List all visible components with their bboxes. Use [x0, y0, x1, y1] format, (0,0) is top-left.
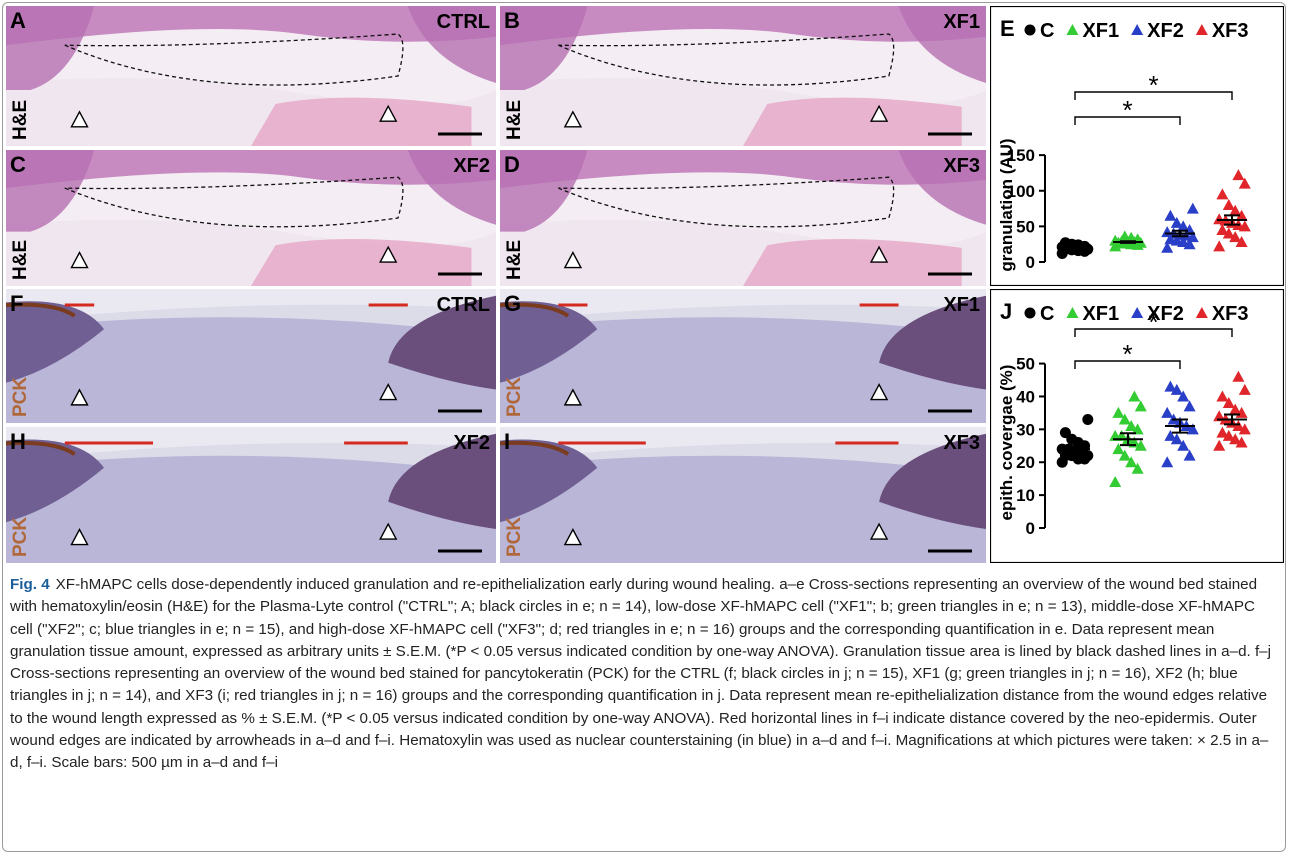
legend-label: C: [1040, 303, 1054, 325]
significance-star: *: [1148, 70, 1158, 100]
legend-label: XF3: [1212, 303, 1249, 325]
micrograph-panel: H XF2 PCK: [6, 427, 496, 563]
caption: Fig. 4XF-hMAPC cells dose-dependently in…: [10, 574, 1278, 775]
muscle: [743, 239, 962, 286]
y-tick-label: 0: [1026, 253, 1035, 272]
stain-label: PCK: [504, 377, 525, 417]
group-label: CTRL: [437, 11, 490, 33]
group-label: XF1: [943, 294, 980, 316]
panel-letter: J: [1000, 299, 1012, 324]
panel-letter: F: [10, 291, 23, 316]
panel-letter: H: [10, 429, 26, 454]
micrograph-panel: B XF1 H&E: [500, 6, 986, 146]
y-tick-label: 10: [1016, 486, 1035, 505]
panel-letter: B: [504, 8, 520, 33]
stain-label: PCK: [10, 517, 31, 557]
panel-letter: A: [10, 8, 26, 33]
sem-error-bar: [1120, 241, 1136, 243]
legend-label: XF1: [1082, 303, 1119, 325]
stain-label: H&E: [504, 240, 525, 280]
panel-letter: E: [1000, 16, 1015, 41]
y-tick-label: 50: [1016, 217, 1035, 236]
stain-label: PCK: [504, 517, 525, 557]
legend-label: XF2: [1147, 20, 1184, 42]
y-axis-label: granulation (AU): [997, 138, 1016, 271]
micrograph-panel: C XF2 H&E: [6, 150, 496, 286]
legend-label: XF1: [1082, 20, 1119, 42]
panel-letter: I: [504, 429, 510, 454]
legend-label: C: [1040, 20, 1054, 42]
micrograph-panel: F CTRL PCK: [6, 289, 496, 423]
data-point: [1082, 414, 1093, 425]
y-tick-label: 20: [1016, 453, 1035, 472]
legend-marker: [1025, 25, 1036, 36]
stain-label: H&E: [504, 100, 525, 140]
y-tick-label: 40: [1016, 387, 1035, 406]
muscle: [743, 98, 962, 146]
micrograph-panel: D XF3 H&E: [500, 150, 986, 286]
micrograph-panel: G XF1 PCK: [500, 289, 986, 423]
data-point: [1060, 427, 1071, 438]
panel-letter: D: [504, 152, 520, 177]
significance-star: *: [1122, 339, 1132, 369]
muscle: [251, 98, 472, 146]
y-tick-label: 30: [1016, 420, 1035, 439]
y-axis-label: epith. covergae (%): [997, 365, 1016, 521]
group-label: XF2: [453, 432, 490, 454]
stain-label: H&E: [10, 100, 31, 140]
y-tick-label: 0: [1026, 519, 1035, 538]
significance-star: *: [1122, 95, 1132, 125]
micrograph-panel: A CTRL H&E: [6, 6, 496, 146]
chart: JCXF1XF2XF301020304050epith. covergae (%…: [990, 289, 1284, 563]
y-tick-label: 50: [1016, 355, 1035, 374]
stain-label: PCK: [10, 377, 31, 417]
group-label: XF2: [453, 155, 490, 177]
micrograph-panel: I XF3 PCK: [500, 427, 986, 563]
panel-letter: G: [504, 291, 521, 316]
stain-label: H&E: [10, 240, 31, 280]
significance-star: *: [1148, 307, 1158, 337]
caption-label: Fig. 4: [10, 576, 50, 593]
group-label: CTRL: [437, 294, 490, 316]
sem-error-bar: [1067, 247, 1083, 249]
caption-text: XF-hMAPC cells dose-dependently induced …: [10, 576, 1271, 771]
group-label: XF3: [943, 155, 980, 177]
group-label: XF1: [943, 11, 980, 33]
legend-label: XF3: [1212, 20, 1249, 42]
group-label: XF3: [943, 432, 980, 454]
muscle: [251, 239, 472, 286]
panel-letter: C: [10, 152, 26, 177]
legend-marker: [1025, 308, 1036, 319]
